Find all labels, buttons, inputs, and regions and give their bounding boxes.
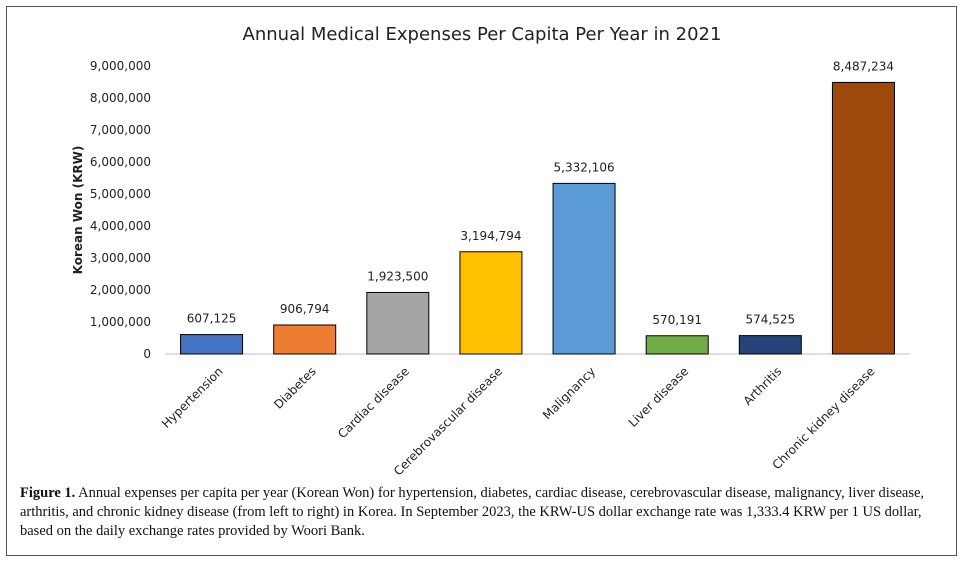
y-tick-label: 2,000,000 — [90, 283, 151, 297]
bars-group — [180, 81, 895, 355]
data-label: 1,923,500 — [367, 269, 428, 283]
category-label: Diabetes — [271, 364, 319, 412]
y-tick-label: 5,000,000 — [90, 187, 151, 201]
data-label: 5,332,106 — [554, 160, 615, 174]
data-labels-group: 607,125 906,794 1,923,500 3,194,794 5,332,10… — [187, 59, 894, 326]
bar — [273, 324, 337, 355]
y-axis-label: Korean Won (KRW) — [71, 146, 85, 275]
bar — [645, 335, 709, 355]
category-label: Cardiac disease — [335, 364, 412, 441]
y-tick-label: 0 — [143, 347, 151, 361]
data-label: 906,794 — [280, 302, 330, 316]
figure-caption: Figure 1. Annual expenses per capita per… — [20, 484, 945, 541]
bar — [459, 251, 523, 355]
bar — [552, 182, 616, 355]
y-axis-ticks: 0 1,000,000 2,000,000 3,000,000 4,000,000 5,0… — [90, 59, 151, 361]
category-label: Cerebrovascular disease — [391, 364, 505, 478]
data-label: 8,487,234 — [833, 59, 894, 73]
category-label: Malignancy — [540, 364, 598, 422]
data-label: 607,125 — [187, 312, 237, 326]
chart-title: Annual Medical Expenses Per Capita Per Y… — [243, 24, 722, 45]
caption-label: Figure 1. — [20, 485, 76, 501]
bar-chart: Annual Medical Expenses Per Capita Per Y… — [71, 24, 910, 478]
category-labels-group: Hypertension Diabetes Cardiac diseaseCereb… — [159, 364, 878, 478]
y-tick-label: 9,000,000 — [90, 59, 151, 73]
category-label: Chronic kidney disease — [770, 364, 878, 472]
bar — [180, 334, 244, 355]
category-label: Liver disease — [626, 364, 692, 430]
y-tick-label: 3,000,000 — [90, 251, 151, 265]
category-label: Arthritis — [741, 364, 785, 408]
y-tick-label: 1,000,000 — [90, 315, 151, 329]
y-tick-label: 8,000,000 — [90, 91, 151, 105]
bar — [738, 335, 802, 355]
bar — [831, 81, 895, 355]
data-label: 3,194,794 — [460, 229, 521, 243]
y-tick-label: 6,000,000 — [90, 155, 151, 169]
caption-text: Annual expenses per capita per year (Kor… — [20, 485, 925, 539]
y-tick-label: 4,000,000 — [90, 219, 151, 233]
y-tick-label: 7,000,000 — [90, 123, 151, 137]
bar — [366, 291, 430, 355]
data-label: 574,525 — [746, 313, 796, 327]
category-label: Hypertension — [159, 364, 226, 431]
data-label: 570,191 — [652, 313, 702, 327]
